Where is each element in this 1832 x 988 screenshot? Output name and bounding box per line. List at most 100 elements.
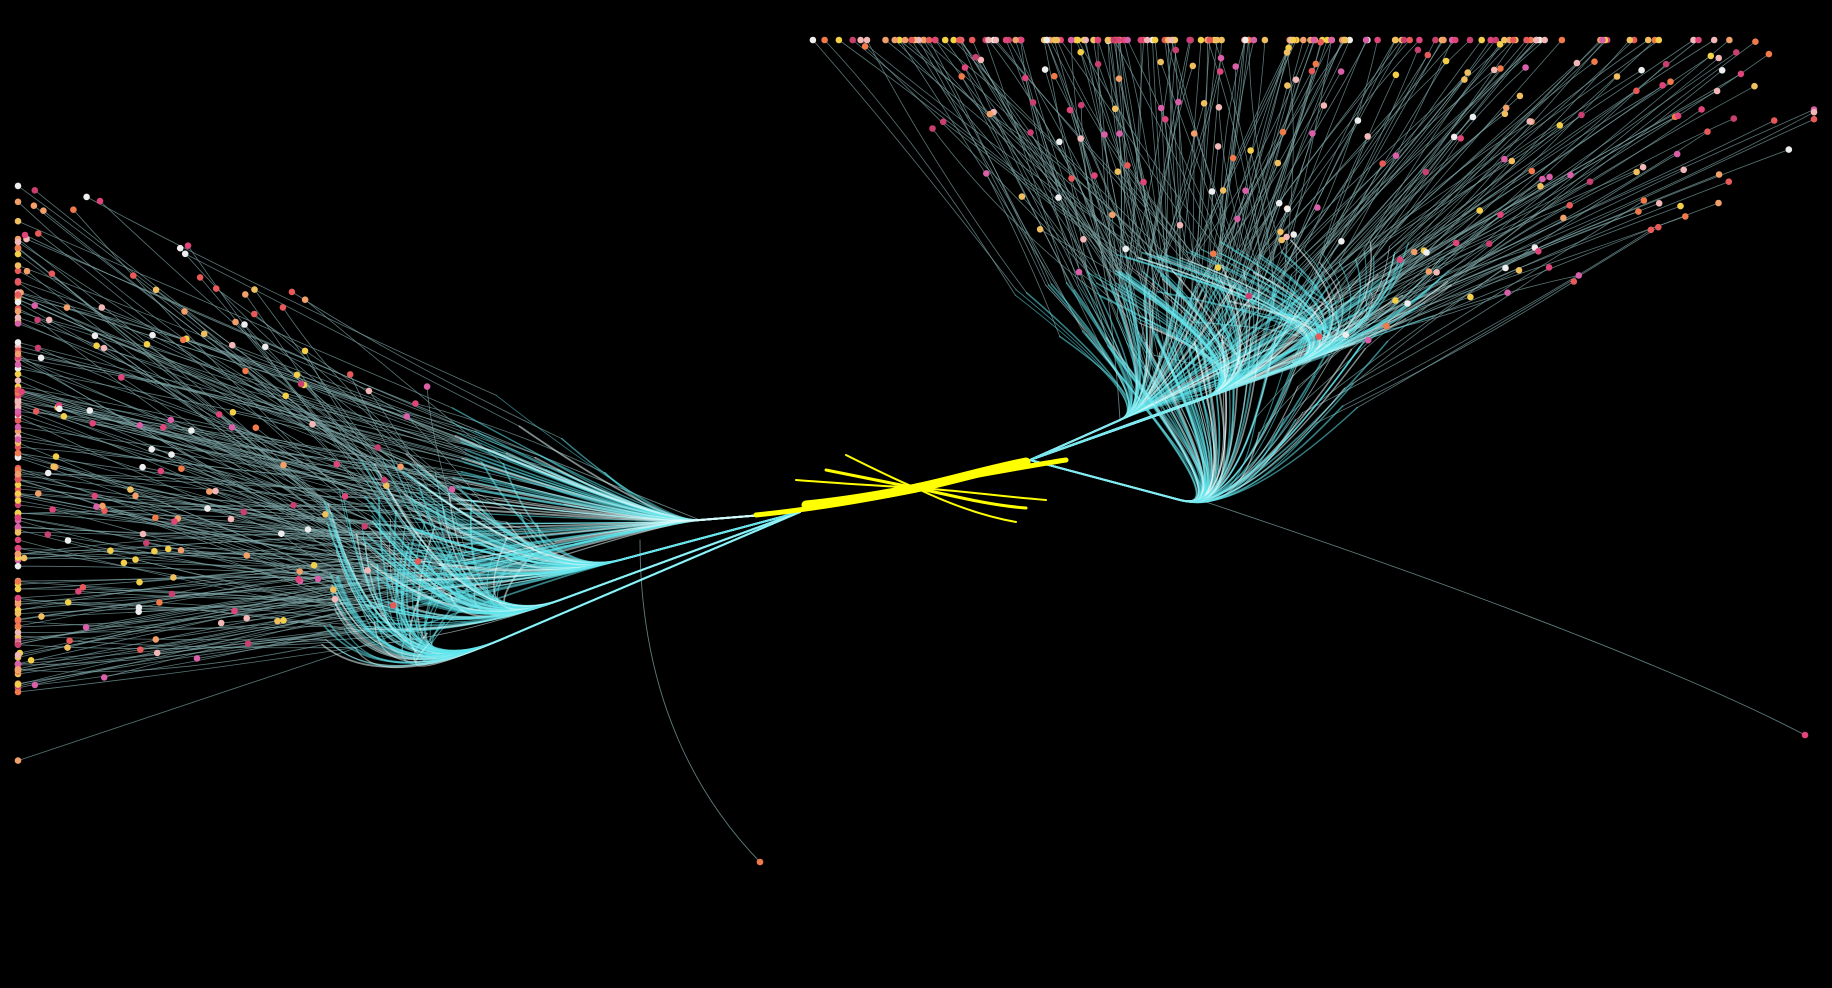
- leaf-node: [1094, 36, 1102, 44]
- right-outer-branch: [1097, 39, 1164, 280]
- leaf-node: [1502, 104, 1510, 112]
- left-outer-branch: [96, 345, 495, 452]
- leaf-node: [1354, 117, 1362, 124]
- right-outer-branch: [1166, 39, 1238, 250]
- leaf-node: [60, 413, 68, 420]
- leaf-node: [849, 36, 856, 44]
- leaf-node: [412, 400, 419, 407]
- leaf-node: [1274, 159, 1282, 167]
- left-outer-branch: [17, 442, 339, 577]
- inner-branches: [321, 239, 1452, 669]
- leaf-node: [14, 449, 22, 457]
- right-outer-branch: [1214, 39, 1261, 259]
- leaf-node: [165, 545, 172, 553]
- leaf-node: [14, 641, 22, 648]
- left-outer-branch: [17, 643, 382, 693]
- leaf-node: [1713, 87, 1721, 95]
- leaf-node: [1599, 36, 1606, 44]
- leaf-node: [278, 530, 285, 537]
- leaf-node: [1613, 73, 1621, 80]
- leaf-node: [961, 64, 969, 71]
- leaf-node: [1677, 202, 1684, 210]
- leaf-node: [1718, 67, 1726, 74]
- right-outer-branch: [1097, 63, 1164, 275]
- leaf-node: [1545, 264, 1553, 271]
- leaf-node: [1392, 297, 1399, 304]
- left-outer-branch: [17, 600, 417, 685]
- leaf-node: [227, 515, 235, 523]
- right-outer-branch: [838, 39, 1118, 256]
- leaf-node: [1457, 135, 1464, 142]
- leaf-node: [1715, 171, 1723, 178]
- leaf-node: [1310, 36, 1318, 44]
- right-outer-branch: [852, 39, 1127, 258]
- leaf-node: [149, 331, 156, 339]
- leaf-node: [992, 36, 1000, 44]
- outer-branches: [17, 39, 1815, 863]
- leaf-node: [96, 197, 104, 205]
- right-inner-branch: [1029, 288, 1431, 461]
- leaf-node: [178, 465, 185, 473]
- leaf-node: [1216, 68, 1224, 75]
- right-outer-branch: [960, 39, 1117, 284]
- leaf-node: [1066, 106, 1074, 114]
- leaf-node: [1508, 157, 1516, 165]
- leaf-node: [1586, 178, 1594, 185]
- right-outer-branch: [1151, 102, 1205, 312]
- right-inner-branch: [1029, 329, 1216, 503]
- left-outer-branch: [17, 526, 421, 553]
- leaf-node: [1250, 36, 1258, 44]
- leaf-node: [212, 285, 220, 292]
- right-outer-branch: [975, 56, 1117, 275]
- right-outer-branch: [1104, 134, 1171, 312]
- leaf-node: [143, 539, 150, 547]
- leaf-node: [1002, 36, 1010, 44]
- left-outer-branch: [17, 323, 403, 473]
- right-outer-branch: [1174, 39, 1196, 274]
- leaf-node: [181, 308, 188, 315]
- leaf-node: [14, 550, 22, 558]
- right-outer-branch: [1143, 39, 1190, 293]
- leaf-node: [1537, 183, 1544, 190]
- left-outer-branch: [43, 210, 381, 475]
- right-outer-branch: [1424, 118, 1815, 304]
- leaf-node: [1461, 76, 1468, 83]
- trunk-segment: [913, 457, 1069, 489]
- right-outer-branch: [1342, 229, 1652, 407]
- left-outer-branch: [17, 500, 368, 562]
- leaf-node: [160, 424, 167, 431]
- leaf-node: [1501, 155, 1508, 163]
- leaf-node: [331, 595, 339, 603]
- leaf-node: [14, 585, 22, 593]
- leaf-node: [282, 392, 290, 400]
- stray-branch: [639, 539, 761, 863]
- leaf-node: [143, 341, 151, 348]
- leaf-node: [1541, 36, 1548, 44]
- leaf-node: [301, 296, 309, 304]
- leaf-node: [120, 559, 128, 567]
- leaf-node: [1496, 41, 1504, 48]
- left-outer-branch: [253, 313, 450, 494]
- leaf-node: [1206, 36, 1214, 44]
- leaf-node: [1162, 116, 1169, 123]
- leaf-node: [1189, 62, 1197, 70]
- leaf-node: [152, 286, 160, 294]
- leaf-node: [297, 380, 305, 388]
- leaf-node: [30, 202, 38, 209]
- leaf-node: [1094, 60, 1102, 68]
- leaf-node: [1751, 82, 1758, 90]
- leaf-node: [1374, 36, 1381, 44]
- leaf-node: [240, 508, 248, 516]
- left-outer-branch: [17, 391, 459, 474]
- leaf-node: [1490, 66, 1498, 74]
- leaf-node: [1715, 54, 1722, 62]
- left-outer-branch: [17, 439, 463, 489]
- leaf-node: [139, 530, 147, 538]
- right-outer-branch: [1154, 39, 1192, 274]
- left-outer-branch: [99, 200, 392, 460]
- leaf-node: [1232, 63, 1239, 70]
- left-outer-branch: [17, 404, 370, 528]
- leaf-node: [1279, 128, 1287, 136]
- leaf-node: [1229, 154, 1237, 162]
- leaf-node: [821, 36, 828, 44]
